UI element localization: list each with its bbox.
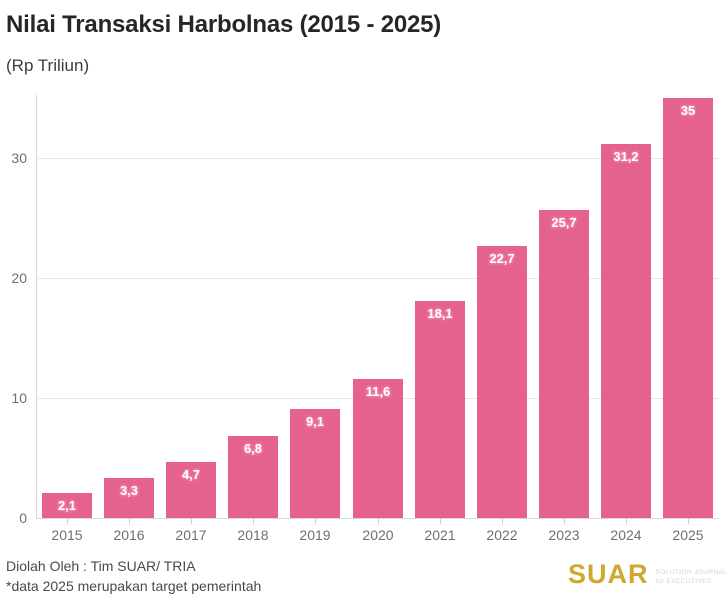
suar-logo: SUAR SOLUTION JOURNALISM for EXECUTIVES	[568, 561, 727, 588]
bar-2024	[601, 143, 651, 518]
bar-value-label: 22,7	[489, 250, 515, 266]
x-axis-label: 2017	[175, 527, 207, 543]
chart-title: Nilai Transaksi Harbolnas (2015 - 2025)	[6, 11, 442, 38]
bar-2016	[104, 478, 154, 518]
suar-logo-tagline-line2: for EXECUTIVES	[655, 578, 712, 586]
bar-value-label: 3,3	[119, 483, 139, 499]
bar-2019	[290, 408, 340, 518]
bar-2017	[166, 461, 216, 518]
bar-value-label: 25,7	[551, 214, 577, 230]
x-axis-label: 2023	[548, 527, 580, 543]
bar-2018	[228, 436, 278, 518]
footnote-line: *data 2025 merupakan target pemerintah	[6, 578, 262, 594]
bar-value-label: 6,8	[243, 441, 263, 457]
gridline-20	[36, 278, 719, 279]
x-axis-tick	[378, 518, 379, 524]
chart-subtitle: (Rp Triliun)	[6, 56, 90, 75]
x-axis-label: 2025	[672, 527, 704, 543]
suar-logo-tagline: SOLUTION JOURNALISM for EXECUTIVES	[656, 568, 727, 587]
x-axis-label: 2019	[299, 527, 331, 543]
x-axis-label: 2016	[113, 527, 145, 543]
x-axis-label: 2018	[237, 527, 269, 543]
x-axis-tick	[688, 518, 689, 524]
credit-line: Diolah Oleh : Tim SUAR/ TRIA	[6, 558, 196, 574]
x-axis-tick	[253, 518, 254, 524]
bar-2015	[42, 492, 92, 518]
bar-2023	[539, 209, 589, 518]
y-axis-label: 30	[11, 150, 27, 166]
bar-value-label: 11,6	[365, 383, 391, 399]
x-axis-tick	[191, 518, 192, 524]
suar-logo-tagline-line1: SOLUTION JOURNALISM	[655, 569, 727, 576]
x-axis-label: 2024	[610, 527, 642, 543]
bar-2025	[663, 98, 713, 518]
bar-2022	[477, 245, 527, 518]
y-axis-label: 20	[11, 270, 27, 286]
bar-value-label: 4,7	[181, 466, 201, 482]
x-axis-line	[36, 518, 719, 519]
x-axis-tick	[129, 518, 130, 524]
suar-logo-wordmark: SUAR	[568, 559, 649, 589]
x-axis-label: 2021	[424, 527, 456, 543]
x-axis-tick	[67, 518, 68, 524]
x-axis-tick	[315, 518, 316, 524]
x-axis-tick	[564, 518, 565, 524]
bar-2020	[353, 378, 403, 518]
y-axis-label: 0	[19, 510, 27, 526]
bar-value-label: 9,1	[305, 413, 325, 429]
y-axis-line	[36, 95, 37, 518]
x-axis-label: 2022	[486, 527, 518, 543]
x-axis-label: 2015	[51, 527, 83, 543]
x-axis-tick	[440, 518, 441, 524]
bar-value-label: 18,1	[427, 305, 453, 321]
bar-2021	[415, 300, 465, 518]
x-axis-tick	[502, 518, 503, 524]
bar-value-label: 35	[680, 103, 696, 118]
gridline-30	[36, 158, 719, 159]
bar-value-label: 2,1	[57, 497, 77, 513]
x-axis-label: 2020	[362, 527, 394, 543]
bar-value-label: 31,2	[613, 148, 639, 164]
x-axis-tick	[626, 518, 627, 524]
y-axis-label: 10	[11, 390, 27, 406]
